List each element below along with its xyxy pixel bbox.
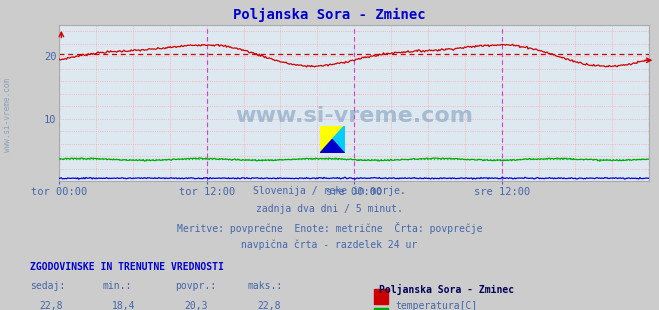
Text: maks.:: maks.: — [247, 281, 282, 290]
Text: min.:: min.: — [102, 281, 132, 290]
Text: zadnja dva dni / 5 minut.: zadnja dva dni / 5 minut. — [256, 204, 403, 214]
Text: Slovenija / reke in morje.: Slovenija / reke in morje. — [253, 186, 406, 196]
Text: sedaj:: sedaj: — [30, 281, 65, 290]
Polygon shape — [320, 140, 345, 153]
Text: www.si-vreme.com: www.si-vreme.com — [235, 106, 473, 126]
Polygon shape — [320, 126, 345, 153]
Text: Poljanska Sora - Zminec: Poljanska Sora - Zminec — [233, 8, 426, 22]
Text: 20,3: 20,3 — [185, 301, 208, 310]
Text: temperatura[C]: temperatura[C] — [395, 301, 478, 310]
Text: Meritve: povprečne  Enote: metrične  Črta: povprečje: Meritve: povprečne Enote: metrične Črta:… — [177, 222, 482, 234]
Text: www.si-vreme.com: www.si-vreme.com — [3, 78, 13, 152]
Text: 22,8: 22,8 — [40, 301, 63, 310]
Text: 18,4: 18,4 — [112, 301, 136, 310]
Text: ZGODOVINSKE IN TRENUTNE VREDNOSTI: ZGODOVINSKE IN TRENUTNE VREDNOSTI — [30, 262, 223, 272]
Polygon shape — [332, 126, 345, 153]
Text: Poljanska Sora - Zminec: Poljanska Sora - Zminec — [379, 284, 514, 295]
Text: povpr.:: povpr.: — [175, 281, 215, 290]
Text: 22,8: 22,8 — [257, 301, 281, 310]
Text: navpična črta - razdelek 24 ur: navpična črta - razdelek 24 ur — [241, 240, 418, 250]
